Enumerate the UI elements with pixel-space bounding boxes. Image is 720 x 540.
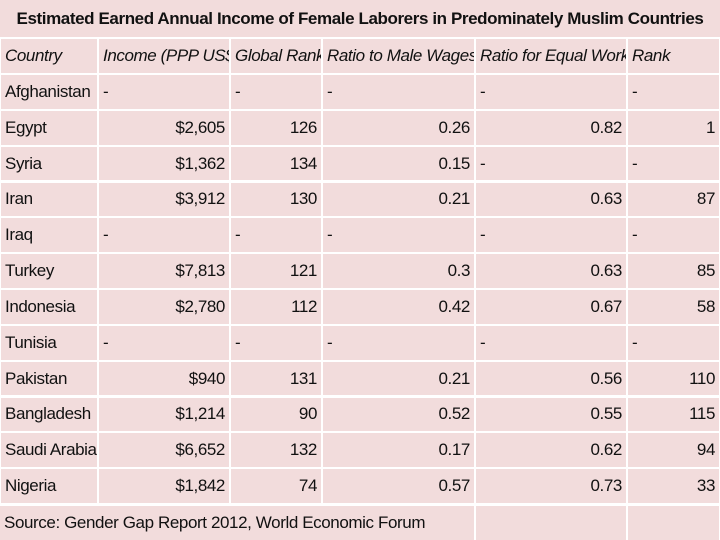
data-cell: - [476,146,626,181]
row-label: Turkey [1,254,97,288]
data-cell: - [628,146,719,181]
data-cell: 0.21 [323,182,474,217]
data-cell: 0.42 [323,290,474,324]
data-cell: - [231,218,321,253]
data-cell: $1,214 [99,397,229,432]
data-cell: - [476,325,626,360]
data-cell: 126 [231,110,321,145]
data-cell: 0.67 [476,290,626,324]
row-label: Saudi Arabia [1,433,97,468]
data-cell: 0.52 [323,397,474,432]
data-cell: $3,912 [99,182,229,217]
data-cell: $940 [99,361,229,396]
data-cell: - [476,75,626,109]
data-cell: 0.26 [323,110,474,145]
data-cell: - [323,218,474,253]
data-cell: - [231,75,321,109]
row-label: Indonesia [1,290,97,324]
data-cell: $1,842 [99,469,229,503]
header-cell: Ratio to Male Wages [323,39,474,73]
data-cell: $1,362 [99,146,229,181]
data-cell: 0.57 [323,469,474,503]
data-cell: - [99,218,229,253]
header-cell: Rank [628,39,719,73]
data-cell: - [476,218,626,253]
row-label: Bangladesh [1,397,97,432]
source-note: Source: Gender Gap Report 2012, World Ec… [0,506,474,540]
data-cell: 132 [231,433,321,468]
header-cell: Income (PPP US$) [99,39,229,73]
data-cell: 0.82 [476,110,626,145]
row-label: Iran [1,182,97,217]
data-cell: 0.15 [323,146,474,181]
header-cell: Ratio for Equal Work [476,39,626,73]
data-cell: 121 [231,254,321,288]
data-cell: 87 [628,182,719,217]
data-cell: - [628,325,719,360]
data-cell: 0.63 [476,254,626,288]
data-cell: - [628,75,719,109]
row-label: Iraq [1,218,97,253]
data-cell: 0.55 [476,397,626,432]
row-label: Egypt [1,110,97,145]
data-cell: 58 [628,290,719,324]
data-cell: - [628,218,719,253]
data-cell: 0.17 [323,433,474,468]
data-cell: $6,652 [99,433,229,468]
row-label: Nigeria [1,469,97,503]
data-cell: 115 [628,397,719,432]
data-cell: - [99,75,229,109]
data-cell: - [99,325,229,360]
table-title: Estimated Earned Annual Income of Female… [0,0,720,37]
blank-cell [628,506,719,540]
data-cell: 90 [231,397,321,432]
blank-cell [476,506,626,540]
data-cell: - [323,325,474,360]
data-cell: $7,813 [99,254,229,288]
data-cell: - [231,325,321,360]
data-cell: $2,605 [99,110,229,145]
data-cell: 131 [231,361,321,396]
data-cell: 0.56 [476,361,626,396]
data-cell: 1 [628,110,719,145]
data-cell: 134 [231,146,321,181]
header-cell: Country [1,39,97,73]
header-cell: Global Rank [231,39,321,73]
row-label: Afghanistan [1,75,97,109]
data-cell: 112 [231,290,321,324]
data-cell: 94 [628,433,719,468]
data-cell: 85 [628,254,719,288]
row-label: Syria [1,146,97,181]
data-cell: - [323,75,474,109]
data-cell: 0.63 [476,182,626,217]
data-cell: 110 [628,361,719,396]
data-cell: 33 [628,469,719,503]
data-cell: $2,780 [99,290,229,324]
data-cell: 0.3 [323,254,474,288]
data-cell: 0.62 [476,433,626,468]
data-cell: 130 [231,182,321,217]
data-cell: 0.73 [476,469,626,503]
data-cell: 0.21 [323,361,474,396]
data-cell: 74 [231,469,321,503]
row-label: Tunisia [1,325,97,360]
row-label: Pakistan [1,361,97,396]
